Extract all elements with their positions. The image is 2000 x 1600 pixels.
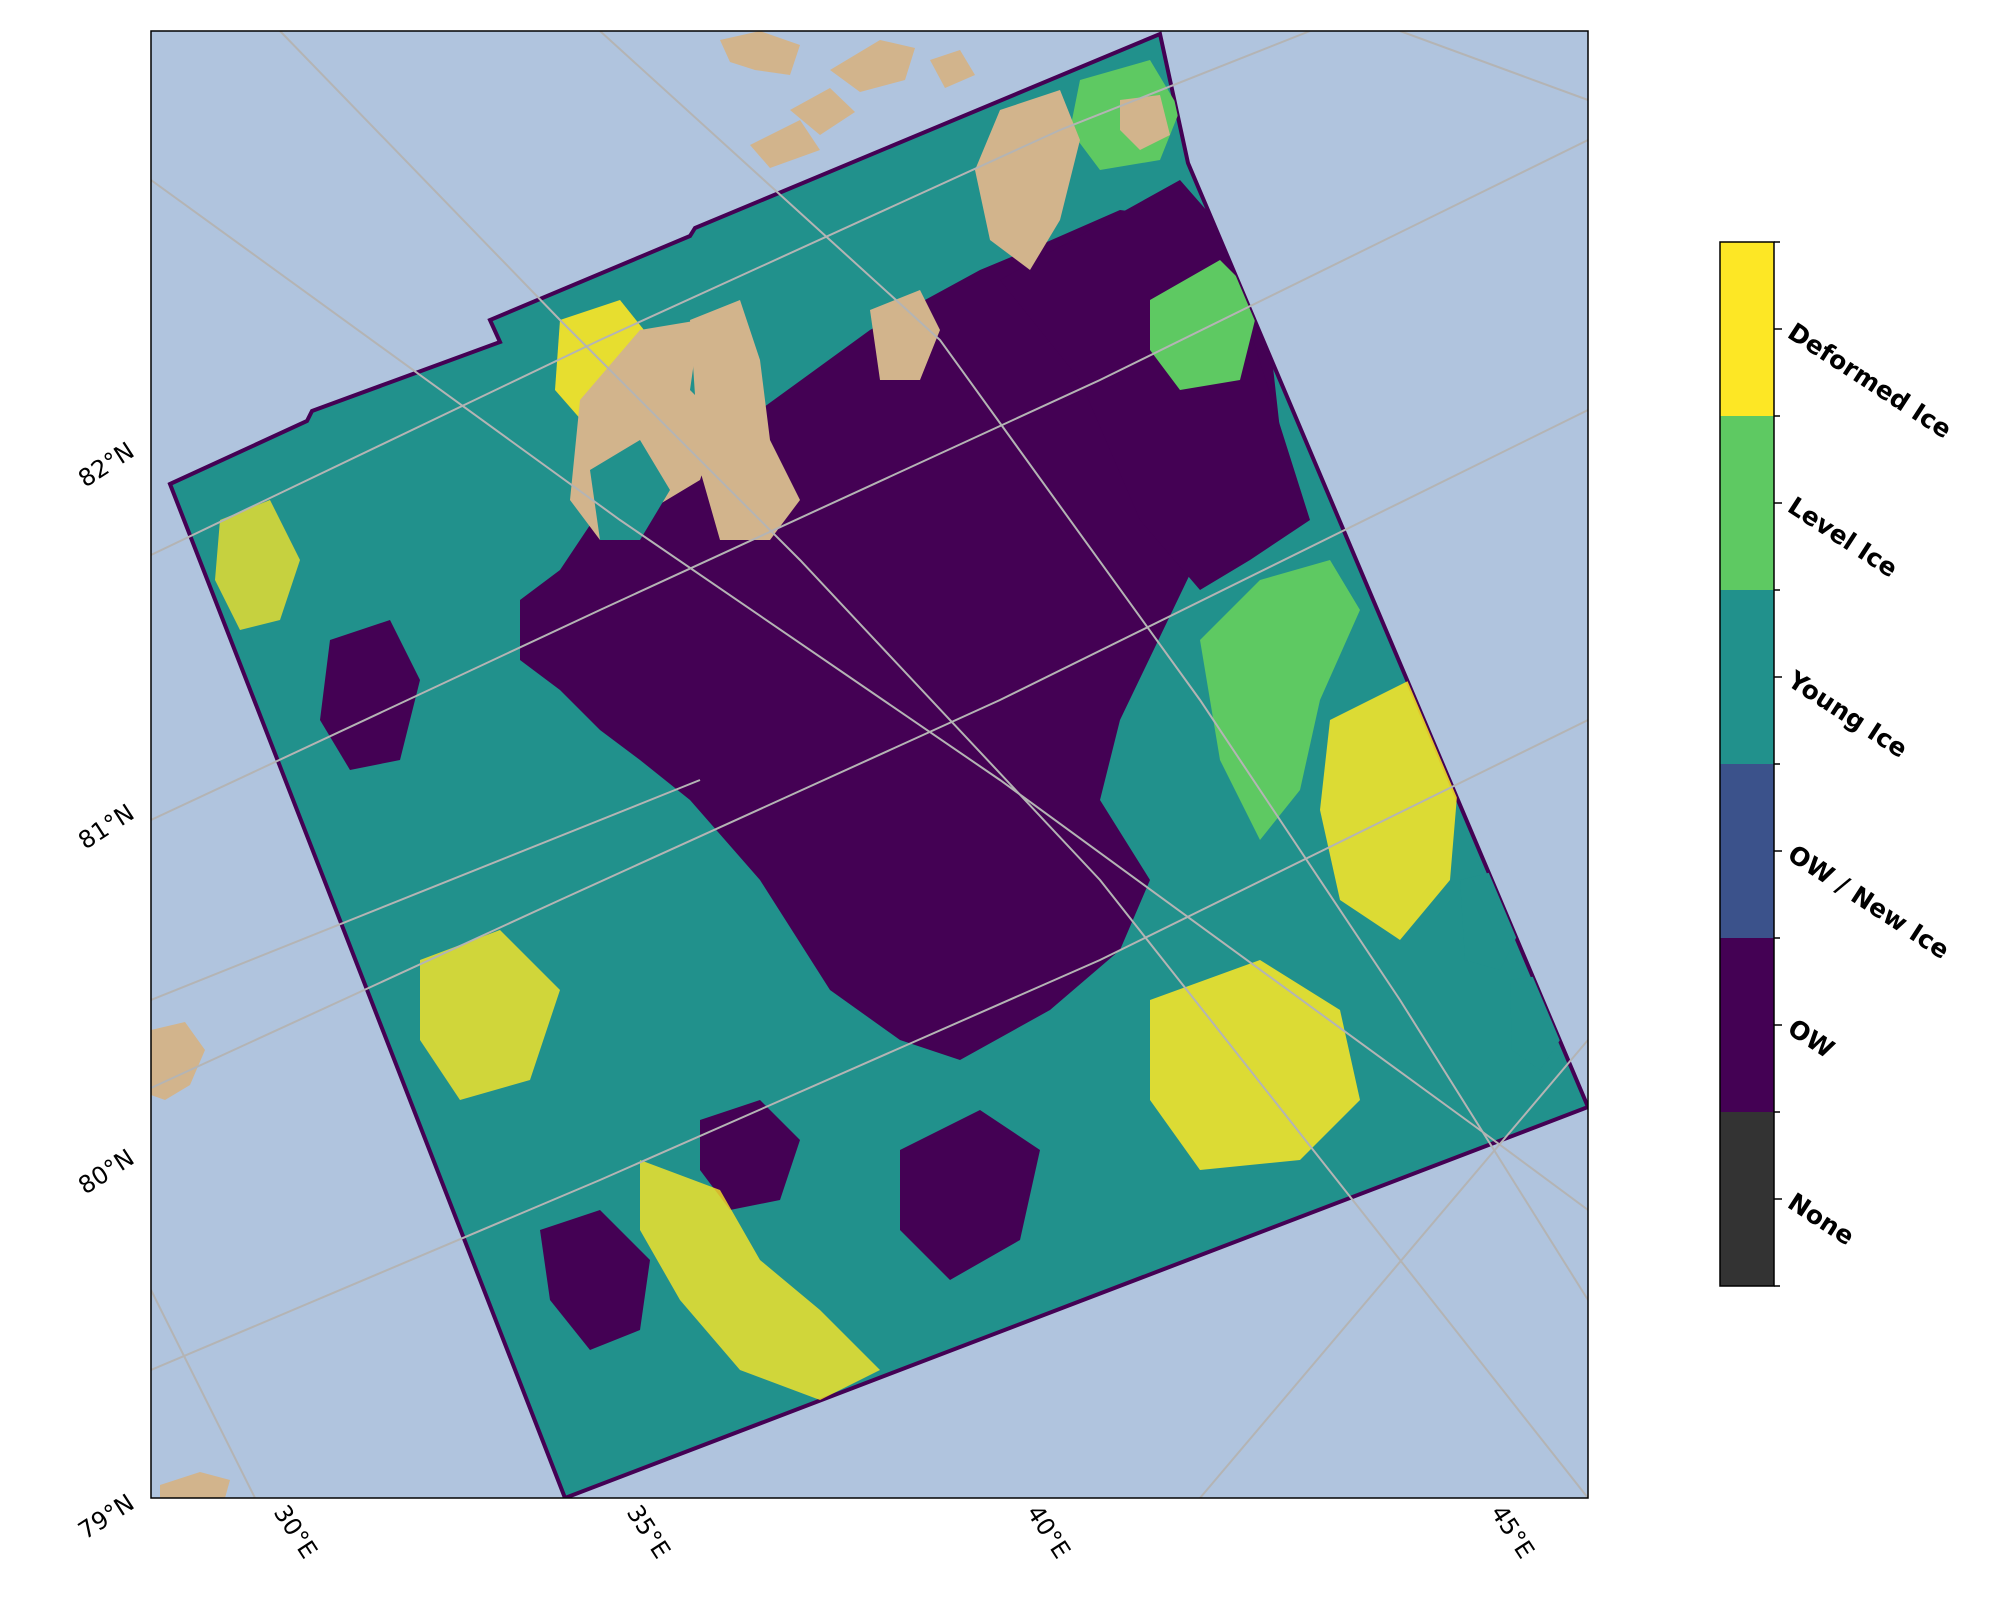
land-franz-josef-north (830, 40, 915, 92)
graticule-line (151, 31, 1311, 556)
land-franz-josef-north (790, 88, 855, 135)
land-layer (151, 31, 975, 1498)
colorbar-swatch (1720, 938, 1774, 1113)
lat-label-82: 82°N (73, 437, 139, 493)
level-ice-east (1200, 560, 1360, 840)
map-frame (150, 30, 1589, 1499)
lon-label-45: 45°E (1485, 1500, 1540, 1564)
map-axes (151, 31, 1588, 1498)
deformed-ice-southeast (1150, 960, 1360, 1170)
classification-scene (167, 31, 1588, 1498)
ow-lead-sw (540, 1210, 650, 1350)
lat-label-80: 80°N (73, 1144, 139, 1200)
graticule-line (151, 179, 1588, 1211)
graticule-line (1399, 31, 1588, 101)
ow-lead-south (700, 1100, 800, 1210)
land-franz-josef-north (930, 50, 975, 88)
graticule (151, 31, 1588, 1498)
lat-label-81: 81°N (73, 799, 139, 855)
level-ice-northeast (1150, 260, 1260, 390)
colorbar-label: Deformed Ice (1783, 317, 1957, 444)
graticule-line (279, 31, 1588, 1498)
colorbar-swatch (1720, 1112, 1774, 1287)
colorbar-label: OW (1783, 1013, 1840, 1064)
graticule-line (151, 139, 1588, 821)
colorbar-label: OW / New Ice (1783, 839, 1955, 965)
colorbar-swatch (1720, 590, 1774, 765)
lon-label-30: 30°E (268, 1500, 323, 1564)
graticule-line (151, 779, 701, 1001)
land-franz-josef-north (720, 31, 800, 75)
graticule-line (599, 31, 1588, 1301)
ice-class-patches (215, 60, 1560, 1400)
young-ice-in-land (590, 440, 670, 540)
ow-lead-south (900, 1110, 1040, 1280)
land-franz-josef-in-scene (975, 90, 1080, 270)
deformed-ice-northwest (215, 500, 300, 630)
deformed-ice-east (1320, 680, 1460, 940)
land-franz-josef-in-scene (870, 290, 940, 380)
ow-lead-west (320, 620, 420, 770)
colorbar-label: None (1783, 1187, 1860, 1251)
land-franz-josef-in-scene (690, 300, 800, 540)
graticule-line (1199, 1039, 1588, 1498)
land-franz-josef-in-scene (1120, 95, 1170, 150)
graticule-line (151, 1289, 256, 1498)
lon-label-35: 35°E (621, 1500, 676, 1564)
land-svalbard-edge (151, 1022, 205, 1100)
colorbar-label: Young Ice (1782, 665, 1913, 764)
lon-label-40: 40°E (1021, 1500, 1076, 1564)
graticule-line (151, 719, 1588, 1371)
lat-label-79: 79°N (73, 1489, 139, 1545)
land-svalbard-edge (160, 1472, 230, 1498)
ice-class-colorbar: Deformed Ice Level Ice Young Ice OW / New I… (1719, 241, 1957, 1287)
land-franz-josef-north (750, 120, 820, 168)
latitude-labels: 79°N 80°N 81°N 82°N (73, 437, 139, 1545)
colorbar-label: Level Ice (1783, 491, 1903, 583)
colorbar-swatch (1720, 416, 1774, 591)
colorbar-swatch (1720, 764, 1774, 939)
longitude-labels: 30°E 35°E 40°E 45°E (268, 1500, 1540, 1564)
graticule-line (151, 409, 1588, 1089)
deformed-ice-south (640, 1160, 880, 1400)
deformed-ice-southwest (420, 930, 560, 1100)
colorbar-swatch (1720, 242, 1774, 417)
ow-lead-central (520, 210, 1280, 1060)
